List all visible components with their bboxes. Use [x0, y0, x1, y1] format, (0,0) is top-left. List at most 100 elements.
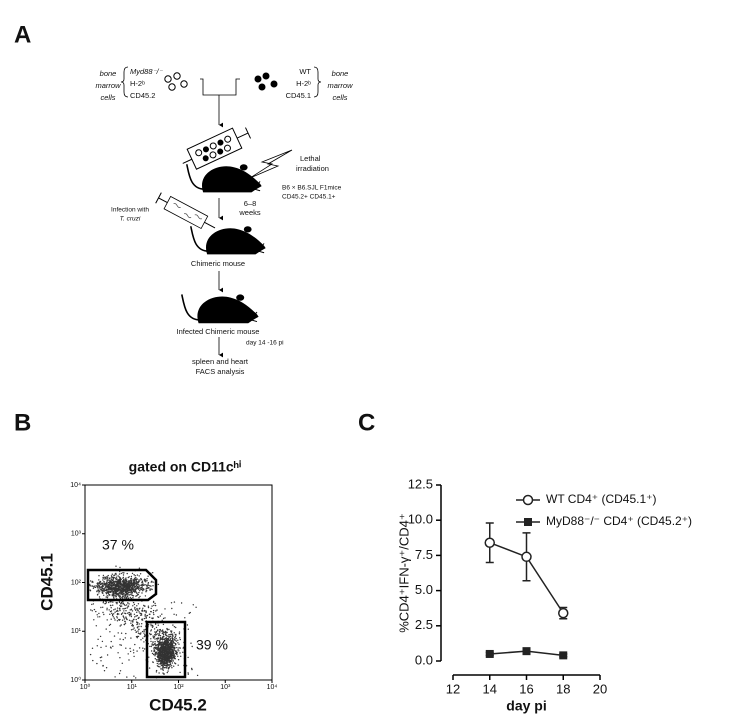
event-dot: [154, 646, 156, 649]
event-dot: [145, 581, 147, 583]
event-dot: [187, 672, 189, 674]
event-dot: [125, 579, 128, 581]
event-dot: [117, 575, 119, 577]
event-dot: [117, 652, 119, 654]
event-dot: [123, 603, 126, 606]
event-dot: [106, 581, 108, 583]
event-dot: [162, 633, 165, 636]
event-dot: [113, 582, 115, 584]
event-dot: [131, 610, 134, 612]
event-dot: [170, 665, 173, 667]
event-dot: [166, 641, 168, 643]
x-axis-label: day pi: [506, 698, 546, 714]
event-dot: [119, 580, 121, 582]
event-dot: [136, 592, 138, 594]
event-dot: [150, 625, 152, 627]
event-dot: [139, 595, 141, 598]
event-dot: [158, 634, 160, 636]
event-dot: [91, 585, 93, 587]
event-dot: [167, 638, 170, 641]
event-dot: [166, 671, 168, 674]
x-tick-label: 12: [446, 681, 460, 696]
event-dot: [136, 583, 138, 586]
event-dot: [155, 671, 158, 673]
event-dot: [170, 635, 172, 637]
event-dot: [138, 628, 140, 631]
event-dot: [127, 583, 129, 585]
event-dot: [114, 584, 116, 586]
event-dot: [171, 636, 173, 639]
donor-cells: [164, 72, 188, 91]
event-dot: [169, 653, 171, 655]
event-dot: [164, 650, 166, 652]
event-dot: [147, 586, 149, 589]
event-dot: [150, 650, 153, 652]
event-dot: [166, 656, 168, 658]
connector: [200, 78, 240, 96]
event-dot: [123, 608, 125, 610]
event-dot: [97, 588, 99, 590]
event-dot: [89, 653, 92, 656]
event-dot: [124, 593, 126, 595]
event-dot: [136, 609, 139, 611]
event-dot: [101, 591, 103, 593]
event-dot: [169, 658, 171, 660]
event-dot: [162, 638, 164, 640]
event-dot: [173, 652, 175, 655]
marker: [484, 537, 495, 548]
event-dot: [142, 610, 144, 612]
event-dot: [136, 614, 138, 617]
event-dot: [135, 677, 137, 679]
event-dot: [165, 634, 168, 637]
event-dot: [161, 661, 164, 664]
event-dot: [168, 646, 170, 649]
event-dot: [177, 664, 179, 666]
event-dot: [149, 585, 151, 587]
legend-label: MyD88⁻/⁻ CD4⁺ (CD45.2⁺): [546, 514, 692, 528]
event-dot: [123, 618, 126, 620]
event-dot: [174, 662, 176, 664]
event-dot: [178, 633, 181, 635]
event-dot: [105, 601, 108, 603]
event-dot: [110, 578, 113, 581]
event-dot: [157, 651, 160, 654]
event-dot: [144, 628, 146, 631]
y-tick-label: 7.5: [415, 547, 433, 562]
event-dot: [133, 574, 135, 576]
event-dot: [115, 610, 118, 612]
event-dot: [176, 652, 178, 654]
event-dot: [109, 579, 111, 582]
event-dot: [112, 616, 115, 618]
event-dot: [130, 615, 133, 618]
event-dot: [128, 591, 130, 594]
event-dot: [105, 628, 107, 630]
event-dot: [116, 616, 118, 618]
event-dot: [97, 582, 99, 584]
event-dot: [138, 585, 141, 587]
event-dot: [127, 576, 129, 579]
event-dot: [128, 580, 130, 582]
event-dot: [138, 597, 140, 599]
event-dot: [96, 645, 99, 647]
event-dot: [169, 633, 171, 636]
event-dot: [151, 643, 153, 645]
event-dot: [100, 583, 103, 585]
event-dot: [159, 615, 161, 617]
event-dot: [138, 584, 140, 586]
event-dot: [109, 613, 111, 615]
legend-marker: [522, 494, 534, 506]
event-dot: [123, 572, 125, 574]
event-dot: [154, 638, 156, 640]
y-tick-label: 10³: [71, 531, 82, 538]
event-dot: [99, 580, 102, 583]
event-dot: [114, 611, 116, 613]
event-dot: [126, 572, 128, 575]
event-dot: [98, 582, 101, 585]
event-dot: [100, 660, 102, 662]
event-dot: [143, 579, 145, 581]
event-dot: [154, 633, 156, 636]
event-dot: [120, 591, 122, 593]
event-dot: [124, 620, 126, 622]
event-dot: [123, 584, 126, 587]
x-tick-label: 20: [593, 681, 607, 696]
